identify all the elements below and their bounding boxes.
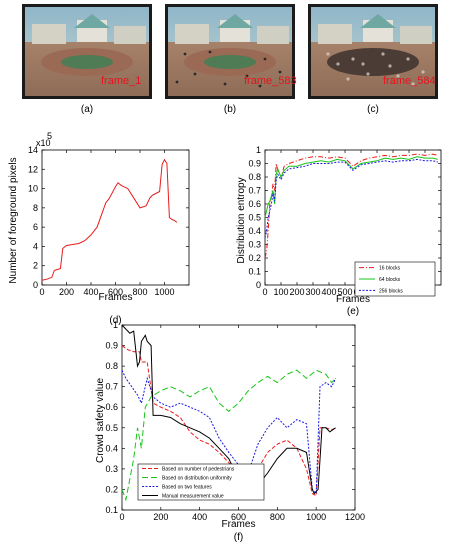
y-tick-label: 0.5 [105,423,118,433]
y-tick-label: 0.6 [248,199,261,209]
y-tick-label: 4 [33,241,38,251]
legend-box [137,463,265,501]
y-tick-label: 0.6 [105,402,118,412]
video-frame-b [165,4,295,99]
plot-area [41,149,190,286]
legend-entry-3: Manual measurement value [162,494,224,500]
series-line-1 [121,369,336,502]
y-tick-label: 0.2 [248,253,261,263]
y-tick-label: 0.4 [248,226,261,236]
y-tick-label: 0 [256,280,261,290]
y-tick-label: 10 [28,184,38,194]
x-tick-label: 400 [192,512,207,522]
video-frame-a [22,4,152,99]
panel-label-a: (a) [81,104,93,115]
x-axis-label: Frames [336,294,370,305]
y-axis-label: Crowd safety value [95,378,106,463]
y-tick-label: 0.8 [248,172,261,182]
y-tick-label: 0.3 [248,240,261,250]
x-tick-label: 400 [321,287,336,297]
series-line-0 [121,345,336,497]
y-tick-label: 1 [113,320,118,330]
x-tick-label: 1000 [306,512,326,522]
y-multiplier: x10 [36,138,51,148]
y-tick-label: 0.8 [105,361,118,371]
legend-entry-0: Based on number of pedestrians [162,467,235,473]
series-line-0 [41,158,178,281]
frame-label-c: frame_584 [383,75,436,87]
series-line-0 [264,153,438,259]
series-line-2 [121,369,337,495]
chart-f: 0 200 400 600 800 1000 1200 0.1 0.2 0.3 0.4 0.5 0.6 0… [95,320,365,543]
y-tick-label: 0.1 [248,267,261,277]
y-tick-label: 0.1 [105,505,118,515]
series-line-1 [264,156,438,218]
frame-label-a: frame_1 [101,75,141,87]
frame-label-b: frame_583 [244,75,297,87]
y-axis-label: Distribution entropy [236,177,247,263]
x-tick-label: 800 [132,287,147,297]
x-tick-label: 800 [270,512,285,522]
x-tick-label: 400 [83,287,98,297]
panel-label-b: (b) [224,104,236,115]
y-multiplier-exponent: 5 [47,131,52,141]
x-tick-label: 200 [59,287,74,297]
legend-entry-0: 16 blocks [379,266,401,272]
x-tick-label: 100 [273,287,288,297]
y-tick-label: 0.7 [105,382,118,392]
legend-entry-2: Based on two features [162,485,212,491]
x-tick-label: 1000 [154,287,174,297]
y-tick-label: 0.7 [248,186,261,196]
legend-entry-2: 256 blocks [379,288,403,294]
y-tick-label: 14 [28,145,38,155]
chart-e: 0100200300400500600700800900100000.10.20… [236,145,442,317]
x-tick-label: 0 [119,512,124,522]
y-tick-label: 0.9 [105,341,118,351]
y-tick-label: 12 [28,164,38,174]
panel-label: (d) [109,315,121,326]
x-axis-label: Frames [99,292,133,303]
y-tick-label: 1 [256,145,261,155]
y-axis-label: Number of foreground pixels [8,157,19,283]
y-tick-label: 0.4 [105,443,118,453]
x-tick-label: 200 [153,512,168,522]
x-tick-label: 200 [289,287,304,297]
x-tick-label: 1200 [345,512,365,522]
panel-label: (e) [347,306,359,317]
x-tick-label: 0 [262,287,267,297]
x-tick-label: 600 [231,512,246,522]
x-tick-label: 0 [39,287,44,297]
y-tick-label: 0.3 [105,464,118,474]
series-line-3 [121,324,336,495]
video-frame-c [308,4,438,99]
y-tick-label: 6 [33,222,38,232]
x-axis-label: Frames [222,519,256,530]
x-tick-label: 500 [337,287,352,297]
x-tick-label: 600 [108,287,123,297]
legend-entry-1: 64 blocks [379,277,401,283]
panel-label: (f) [234,532,243,543]
panel-label-c: (c) [367,104,379,115]
y-tick-label: 2 [33,261,38,271]
y-tick-label: 0.5 [248,213,261,223]
y-tick-label: 0.9 [248,159,261,169]
legend-entry-1: Based on distribution uniformity [162,476,232,482]
series-line-2 [264,158,438,238]
x-tick-label: 300 [305,287,320,297]
y-tick-label: 0 [33,280,38,290]
y-tick-label: 8 [33,203,38,213]
y-tick-label: 0.2 [105,484,118,494]
